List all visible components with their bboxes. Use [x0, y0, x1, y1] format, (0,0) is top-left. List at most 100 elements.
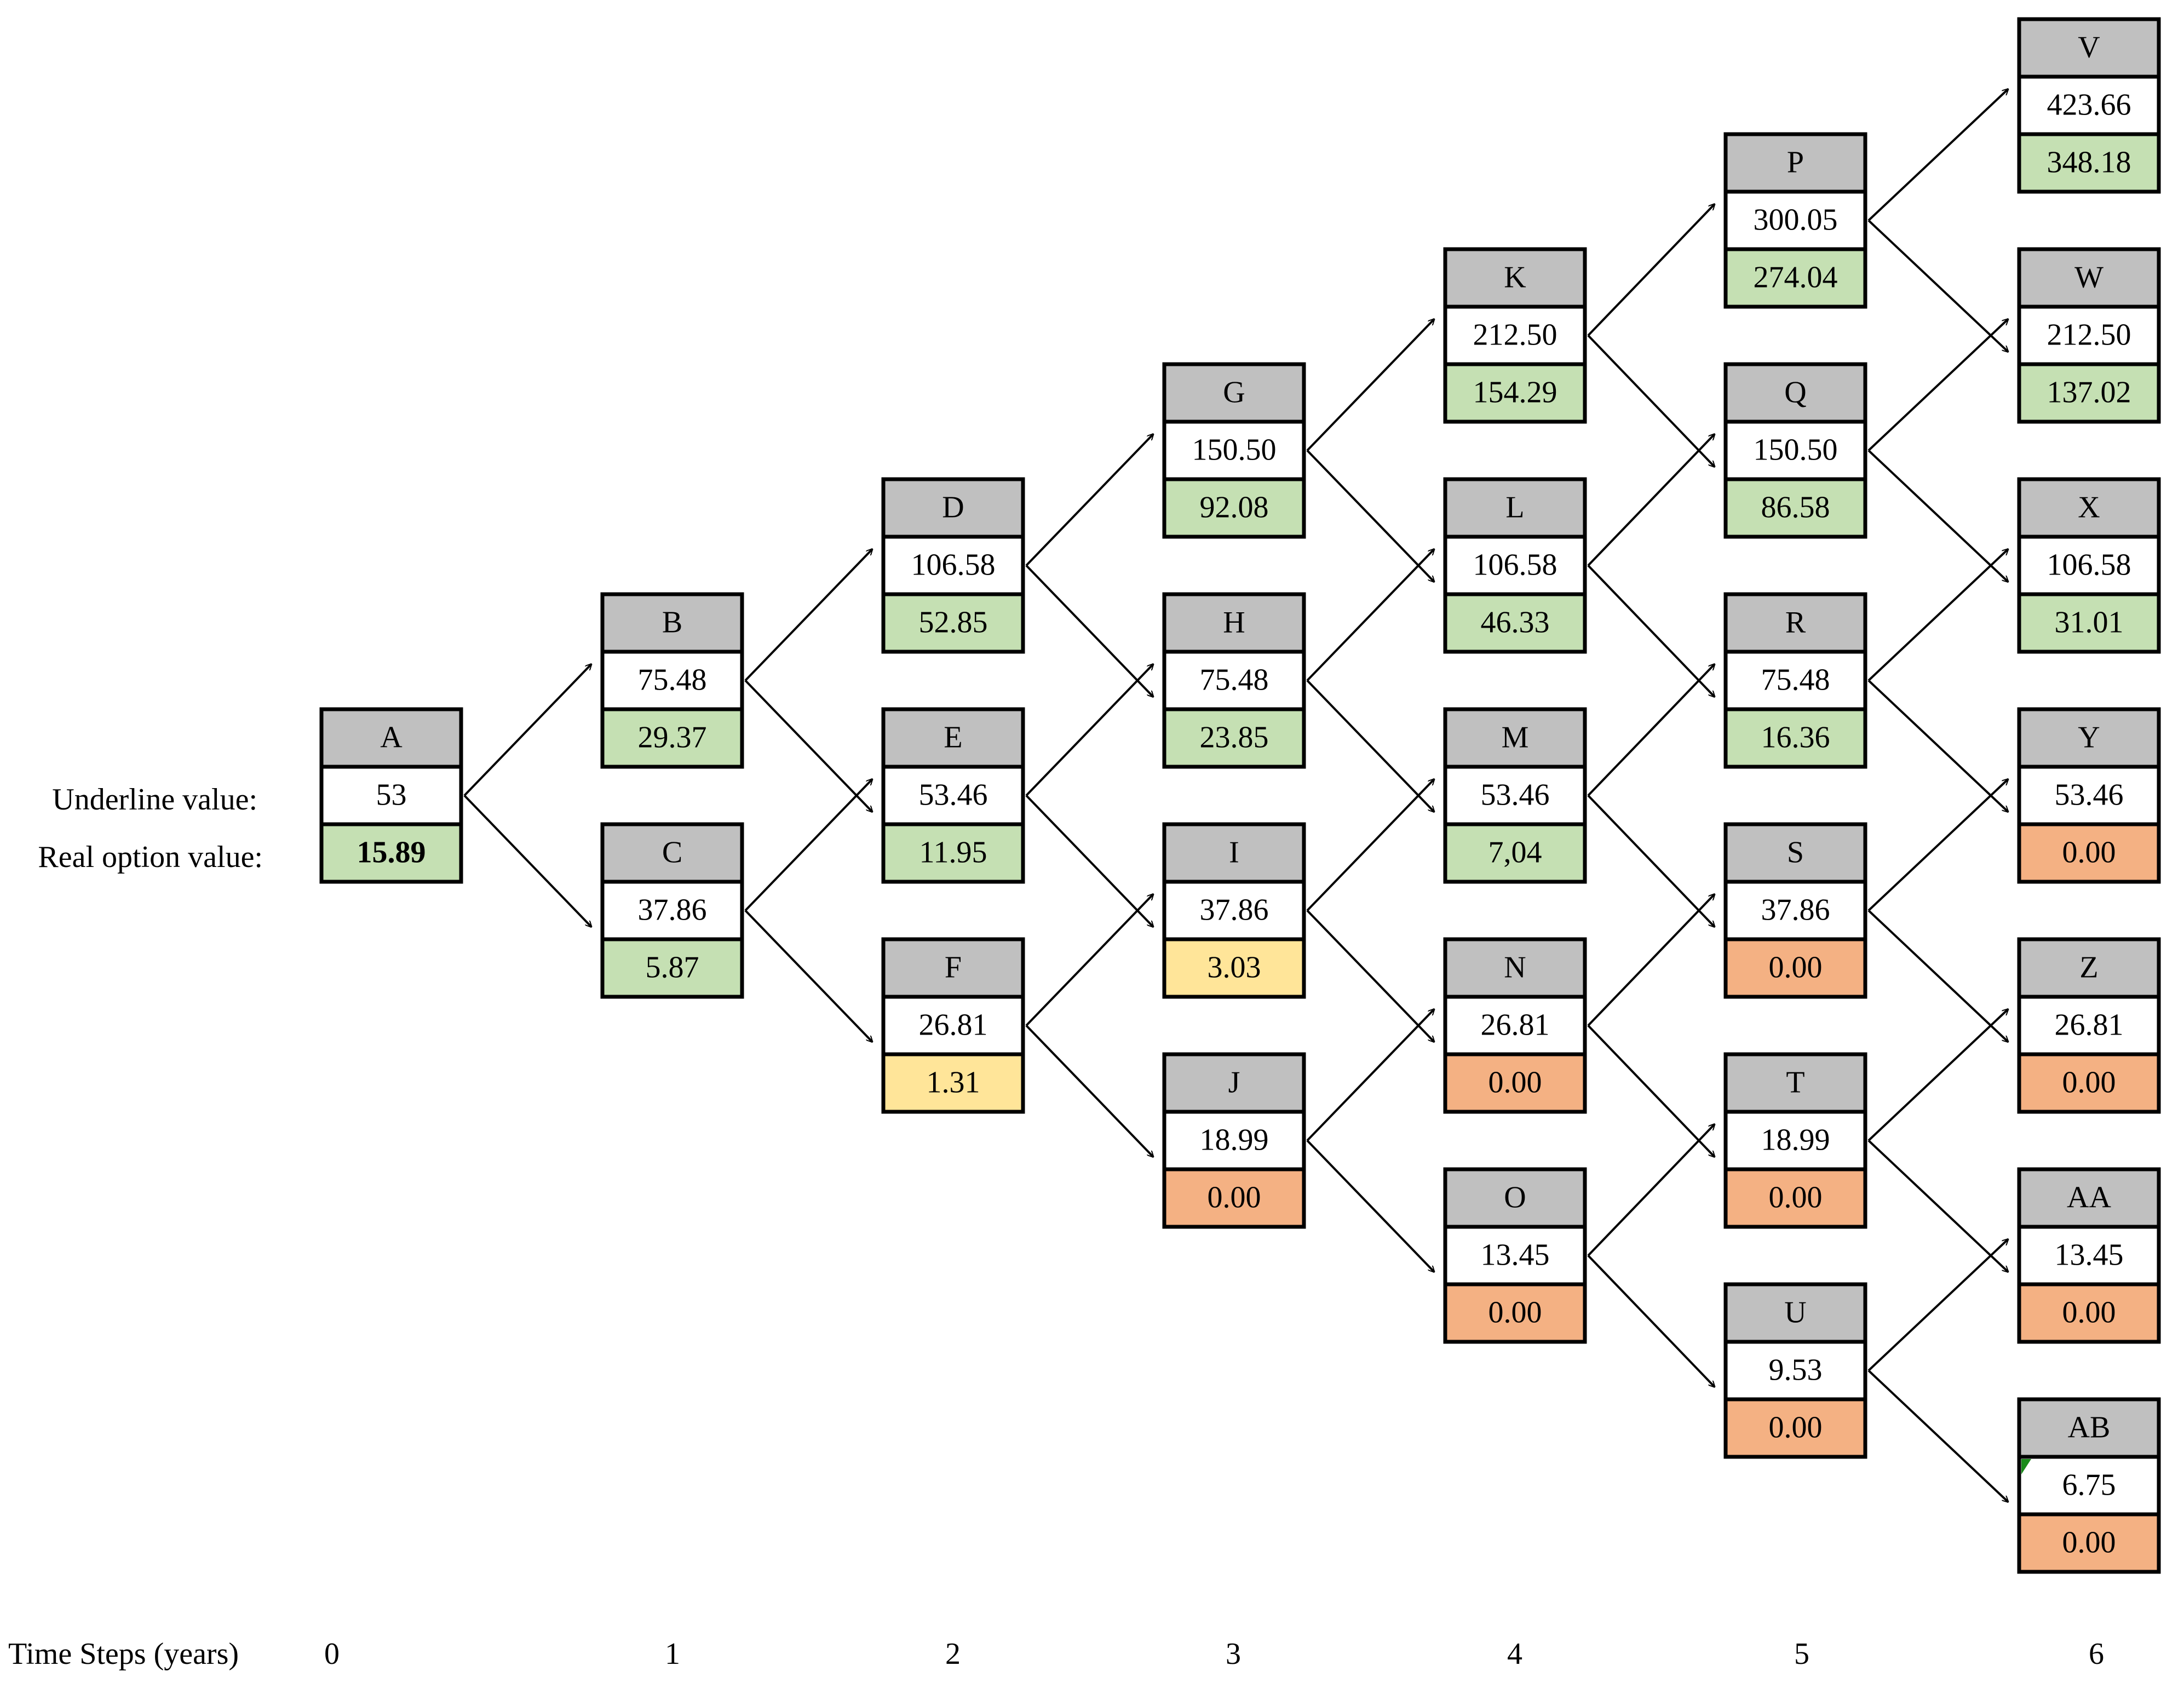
underline-value-text: 150.50: [1192, 433, 1277, 467]
real-option-value-text: 11.95: [919, 835, 987, 869]
real-option-value-cell: [1162, 707, 1306, 769]
edge-c-e: [744, 779, 872, 911]
node-name-text: G: [1223, 375, 1245, 409]
node-l: L 106.58 46.33: [1443, 477, 1587, 654]
time-step-ticks: 0 1 2 3 4 5 6: [324, 1637, 2104, 1671]
node-name-cell: [1723, 132, 1867, 194]
real-option-value-cell: [1443, 592, 1587, 654]
node-name-text: T: [1786, 1065, 1804, 1099]
underline-value-text: 13.45: [1481, 1238, 1550, 1272]
node-name-text: M: [1502, 720, 1529, 754]
underline-value-text: 53.46: [919, 778, 988, 812]
edge-o-u: [1587, 1255, 1715, 1387]
real-option-value-text: 0.00: [2062, 1295, 2116, 1329]
edge-u-aa: [1867, 1239, 2008, 1371]
underline-value-text: 106.58: [2047, 548, 2131, 582]
node-name-text: F: [945, 950, 962, 984]
node-i: I 37.86 3.03: [1162, 822, 1306, 999]
node-name-text: X: [2078, 490, 2100, 524]
edge-s-z: [1867, 910, 2008, 1042]
edge-u-ab: [1867, 1370, 2008, 1502]
node-name-cell: [2017, 707, 2161, 769]
real-option-value-text: 0.00: [1769, 1410, 1823, 1444]
edge-r-y: [1867, 680, 2008, 812]
node-z: Z 26.81 0.00: [2017, 937, 2161, 1114]
node-name-cell: [881, 477, 1025, 539]
underline-value-text: 37.86: [1200, 893, 1269, 927]
real-option-value-cell: [600, 937, 744, 999]
real-option-value-text: 0.00: [1769, 1180, 1823, 1214]
edge-a-c: [463, 795, 591, 927]
underline-value-text: 106.58: [911, 548, 996, 582]
node-name-cell: [2017, 1397, 2161, 1459]
real-option-value-text: 16.36: [1761, 720, 1830, 754]
edge-e-h: [1025, 664, 1153, 796]
edge-l-r: [1587, 565, 1715, 697]
edge-d-g: [1025, 434, 1153, 566]
real-option-value-cell: [1443, 1052, 1587, 1114]
node-name-text: S: [1787, 835, 1804, 869]
underline-value-text: 75.48: [1200, 663, 1269, 697]
node-j: J 18.99 0.00: [1162, 1052, 1306, 1229]
underline-value-text: 150.50: [1754, 433, 1838, 467]
underline-value-cell: [2017, 765, 2161, 826]
real-option-value-text: 5.87: [646, 950, 699, 984]
node-name-cell: [1723, 822, 1867, 884]
edge-b-e: [744, 680, 872, 812]
underline-value-text: 26.81: [919, 1008, 988, 1042]
node-name-text: R: [1785, 605, 1806, 639]
edge-g-k: [1306, 319, 1434, 451]
underline-value-cell: [1162, 1110, 1306, 1171]
underline-value-text: 37.86: [1761, 893, 1830, 927]
real-option-value-text: 29.37: [638, 720, 707, 754]
underline-value-cell: [881, 535, 1025, 596]
node-aa: AA 13.45 0.00: [2017, 1167, 2161, 1344]
node-name-text: A: [380, 720, 403, 754]
edge-l-q: [1587, 434, 1715, 566]
node-e: E 53.46 11.95: [881, 707, 1025, 884]
node-k: K 212.50 154.29: [1443, 247, 1587, 424]
real-option-value-cell: [1723, 937, 1867, 999]
node-b: B 75.48 29.37: [600, 592, 744, 769]
real-option-value-cell: [2017, 592, 2161, 654]
edge-o-t: [1587, 1124, 1715, 1256]
underline-value-text: 26.81: [1481, 1008, 1550, 1042]
real-option-value-text: 0.00: [2062, 1525, 2116, 1559]
underline-value-cell: [1723, 650, 1867, 711]
node-name-text: AA: [2067, 1180, 2111, 1214]
node-w: W 212.50 137.02: [2017, 247, 2161, 424]
edge-q-x: [1867, 450, 2008, 582]
node-y: Y 53.46 0.00: [2017, 707, 2161, 884]
node-name-text: Y: [2078, 720, 2100, 754]
edge-j-o: [1306, 1140, 1434, 1272]
node-name-cell: [1723, 1282, 1867, 1344]
underline-value-cell: [2017, 1225, 2161, 1286]
underline-value-text: 9.53: [1769, 1353, 1823, 1387]
node-r: R 75.48 16.36: [1723, 592, 1867, 769]
node-p: P 300.05 274.04: [1723, 132, 1867, 309]
node-f: F 26.81 1.31: [881, 937, 1025, 1114]
edge-m-r: [1587, 664, 1715, 796]
node-g: G 150.50 92.08: [1162, 362, 1306, 539]
node-name-cell: [1443, 247, 1587, 309]
node-name-cell: [1162, 822, 1306, 884]
real-option-value-cell: [881, 1052, 1025, 1114]
real-option-value-text: 0.00: [1208, 1180, 1261, 1214]
edge-n-s: [1587, 894, 1715, 1026]
underline-value-text: 26.81: [2055, 1008, 2124, 1042]
edge-h-m: [1306, 680, 1434, 812]
node-a: A 53 15.89: [319, 707, 463, 884]
real-option-value-text: 348.18: [2047, 145, 2131, 179]
node-name-text: J: [1228, 1065, 1240, 1099]
real-option-value-text: 0.00: [2062, 1065, 2116, 1099]
real-option-value-cell: [1443, 362, 1587, 424]
underline-value-cell: [600, 880, 744, 941]
node-name-cell: [1723, 362, 1867, 424]
real-option-value-cell: [881, 592, 1025, 654]
node-name-text: U: [1784, 1295, 1806, 1329]
real-option-value-cell: [1723, 1167, 1867, 1229]
underline-value-text: 75.48: [1761, 663, 1830, 697]
underline-value-text: 18.99: [1200, 1123, 1269, 1157]
tree-nodes: A 53 15.89 B 75.48 29.37 C 37.86 5.87 D 106.58 52.8…: [319, 17, 2161, 1574]
node-name-cell: [2017, 1167, 2161, 1229]
